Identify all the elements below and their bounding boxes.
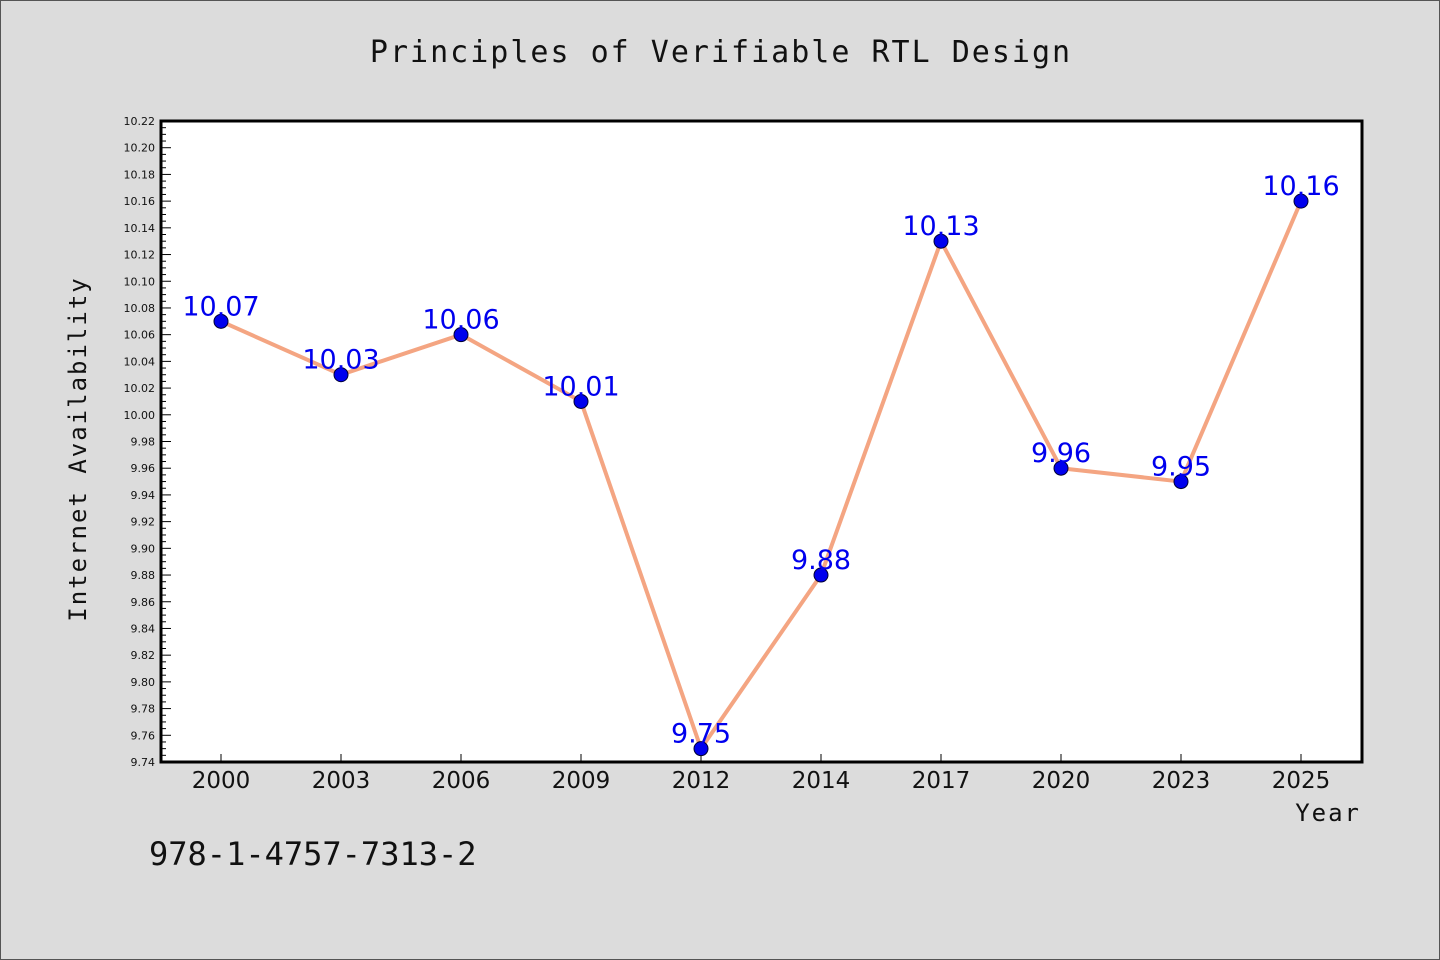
isbn-note: 978-1-4757-7313-2 bbox=[149, 835, 477, 873]
y-tick-label: 10.02 bbox=[124, 382, 156, 395]
data-label: 10.16 bbox=[1262, 171, 1339, 202]
data-point bbox=[453, 327, 469, 343]
y-tick-label: 10.16 bbox=[124, 195, 156, 208]
data-point bbox=[933, 233, 949, 249]
x-tick-label: 2014 bbox=[792, 768, 851, 794]
y-tick-label: 9.78 bbox=[131, 703, 156, 716]
x-tick-label: 2006 bbox=[432, 768, 491, 794]
x-tick-label: 2017 bbox=[912, 768, 971, 794]
data-label: 10.13 bbox=[902, 211, 979, 242]
data-label: 10.01 bbox=[542, 371, 619, 402]
data-point bbox=[333, 367, 349, 383]
x-tick-label: 2000 bbox=[192, 768, 251, 794]
data-point bbox=[1293, 193, 1309, 209]
y-tick-label: 10.22 bbox=[124, 115, 156, 128]
data-point bbox=[813, 567, 829, 583]
series-group bbox=[220, 200, 1303, 751]
y-tick-label: 10.10 bbox=[124, 275, 156, 288]
y-tick-label: 10.14 bbox=[124, 222, 156, 235]
y-tick-label: 9.96 bbox=[131, 462, 156, 475]
x-tick-label: 2023 bbox=[1152, 768, 1211, 794]
data-label: 9.96 bbox=[1031, 438, 1091, 469]
y-tick-label: 9.74 bbox=[131, 756, 156, 769]
data-point bbox=[573, 393, 589, 409]
y-tick-label: 10.00 bbox=[124, 409, 156, 422]
chart-title: Principles of Verifiable RTL Design bbox=[369, 35, 1073, 70]
data-labels: 10.07 10.03 10.06 10.01 9.75 9.88 10.13 9.96 9.9… bbox=[182, 171, 1339, 750]
y-axis-ticks: 9.74 9.76 9.78 9.80 9.82 9.84 9.86 9.88 9.90 9.92… bbox=[124, 115, 171, 769]
x-axis-label: Year bbox=[1295, 799, 1361, 827]
y-tick-label: 9.84 bbox=[131, 622, 156, 635]
y-tick-label: 9.88 bbox=[131, 569, 156, 582]
y-tick-label: 10.20 bbox=[124, 142, 156, 155]
y-tick-label: 10.04 bbox=[124, 355, 156, 368]
data-label: 10.07 bbox=[182, 291, 259, 322]
y-tick-label: 9.76 bbox=[131, 729, 156, 742]
y-tick-label: 9.98 bbox=[131, 436, 156, 449]
data-point bbox=[693, 741, 709, 757]
data-point bbox=[1053, 460, 1069, 476]
y-tick-label: 10.18 bbox=[124, 168, 156, 181]
y-tick-label: 9.86 bbox=[131, 596, 156, 609]
x-tick-label: 2009 bbox=[552, 768, 611, 794]
plot-area bbox=[159, 119, 1364, 764]
y-tick-label: 10.06 bbox=[124, 329, 156, 342]
data-label: 9.95 bbox=[1151, 452, 1211, 483]
x-tick-label: 2012 bbox=[672, 768, 731, 794]
y-tick-label: 9.92 bbox=[131, 516, 156, 529]
x-tick-label: 2020 bbox=[1032, 768, 1091, 794]
x-tick-label: 2003 bbox=[312, 768, 371, 794]
y-axis-label: Internet Availability bbox=[64, 276, 92, 621]
y-tick-label: 10.08 bbox=[124, 302, 156, 315]
data-label: 9.88 bbox=[791, 545, 851, 576]
data-points bbox=[213, 193, 1309, 757]
y-tick-label: 10.12 bbox=[124, 249, 156, 262]
x-tick-label: 2025 bbox=[1272, 768, 1331, 794]
data-point bbox=[1173, 474, 1189, 490]
data-label: 10.06 bbox=[422, 305, 499, 336]
y-tick-label: 9.80 bbox=[131, 676, 156, 689]
y-tick-label: 9.90 bbox=[131, 542, 156, 555]
x-axis-ticks: 2000 2003 2006 2009 2012 2014 2017 2020 2023 2025 bbox=[192, 754, 1331, 794]
y-tick-label: 9.94 bbox=[131, 489, 156, 502]
data-label: 10.03 bbox=[302, 345, 379, 376]
data-label: 9.75 bbox=[671, 719, 731, 750]
data-point bbox=[213, 313, 229, 329]
series-line bbox=[220, 200, 1303, 751]
y-tick-label: 9.82 bbox=[131, 649, 156, 662]
